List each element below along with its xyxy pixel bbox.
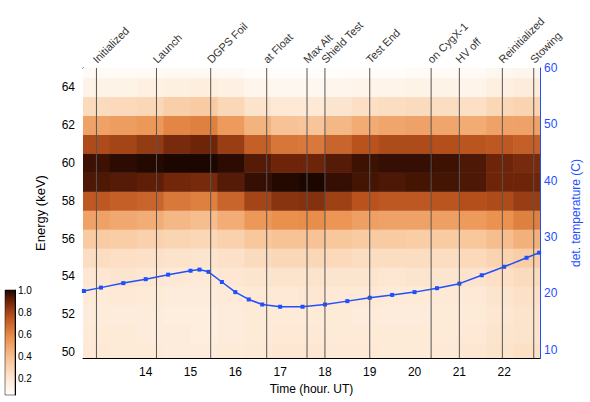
svg-text:1.0: 1.0: [18, 285, 32, 296]
svg-text:Initialized: Initialized: [90, 24, 131, 65]
svg-text:DGPS Foil: DGPS Foil: [205, 20, 250, 65]
svg-text:on CygX-1: on CygX-1: [425, 20, 471, 66]
svg-text:52: 52: [62, 307, 76, 321]
svg-text:40: 40: [544, 174, 558, 188]
svg-text:30: 30: [544, 230, 558, 244]
svg-text:16: 16: [229, 365, 243, 379]
svg-text:Energy (keV): Energy (keV): [33, 175, 48, 251]
svg-text:0.2: 0.2: [18, 373, 32, 384]
svg-text:54: 54: [62, 269, 76, 283]
svg-text:60: 60: [62, 156, 76, 170]
svg-text:18: 18: [318, 365, 332, 379]
svg-text:at Float: at Float: [261, 31, 295, 65]
svg-text:10: 10: [544, 343, 558, 357]
svg-text:0.6: 0.6: [18, 329, 32, 340]
svg-text:64: 64: [62, 80, 76, 94]
svg-text:19: 19: [363, 365, 377, 379]
svg-text:0.8: 0.8: [18, 307, 32, 318]
svg-text:det. temperature (C): det. temperature (C): [569, 159, 583, 267]
svg-text:62: 62: [62, 118, 76, 132]
svg-text:15: 15: [184, 365, 198, 379]
svg-text:50: 50: [544, 117, 558, 131]
svg-text:Launch: Launch: [150, 31, 184, 65]
svg-text:60: 60: [544, 61, 558, 75]
svg-text:HV off: HV off: [453, 35, 484, 66]
svg-text:Test End: Test End: [364, 27, 403, 66]
svg-text:58: 58: [62, 194, 76, 208]
svg-text:14: 14: [139, 365, 153, 379]
svg-text:Stowing: Stowing: [528, 29, 564, 65]
svg-text:22: 22: [497, 365, 511, 379]
svg-text:Time (hour. UT): Time (hour. UT): [270, 382, 354, 396]
svg-text:21: 21: [453, 365, 467, 379]
svg-text:20: 20: [544, 286, 558, 300]
svg-text:17: 17: [273, 365, 287, 379]
svg-text:Shield Test: Shield Test: [319, 19, 365, 65]
svg-text:20: 20: [408, 365, 422, 379]
svg-text:0.4: 0.4: [18, 351, 32, 362]
svg-text:50: 50: [62, 345, 76, 359]
svg-text:Max Alt: Max Alt: [300, 31, 335, 66]
svg-text:Reinitialized: Reinitialized: [496, 15, 547, 66]
svg-text:56: 56: [62, 232, 76, 246]
